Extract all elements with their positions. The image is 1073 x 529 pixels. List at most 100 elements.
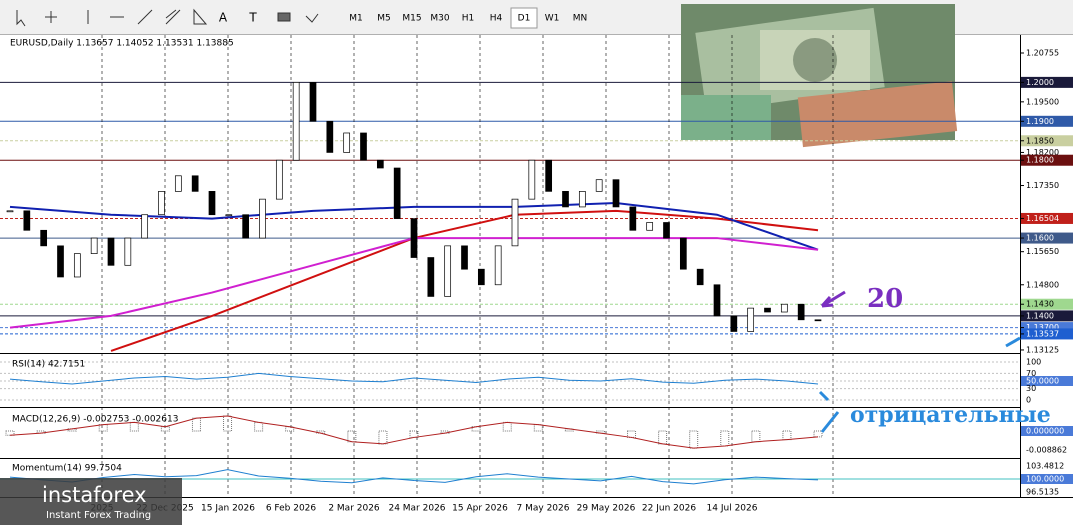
candle	[124, 237, 132, 266]
date-label: 22 Jun 2026	[642, 504, 696, 514]
price-label: 1.20755	[1026, 49, 1059, 58]
logo-tagline: Instant Forex Trading	[46, 510, 151, 521]
candle	[410, 218, 418, 258]
candle	[545, 159, 553, 192]
momentum-line	[9, 469, 819, 485]
macd-bar	[533, 424, 543, 432]
price-label-box	[1021, 232, 1073, 244]
macd-tick: 0.000000	[1026, 427, 1064, 436]
price-label-box	[1021, 76, 1073, 88]
price-label-box	[1021, 298, 1073, 310]
candle	[528, 159, 536, 200]
logo-name: instaforex	[42, 483, 147, 507]
rsi-tick: 0	[1026, 396, 1031, 405]
price-label: 1.14800	[1026, 280, 1059, 289]
macd-bar	[689, 430, 699, 449]
price-label: 1.1800	[1026, 156, 1054, 165]
candle	[158, 191, 165, 216]
candle	[646, 222, 654, 231]
arrows-icon[interactable]	[305, 13, 319, 23]
candle	[814, 319, 822, 322]
candle	[40, 229, 48, 247]
logo-bg	[0, 478, 182, 525]
tool-button[interactable]: A	[219, 11, 228, 25]
price-label: 1.1430	[1026, 300, 1054, 309]
candle	[376, 159, 384, 169]
timeframe-button[interactable]: D1	[518, 14, 531, 24]
macd-bar	[98, 424, 108, 432]
tool-button[interactable]: T	[248, 11, 257, 25]
candle	[326, 120, 334, 153]
moving-average	[110, 209, 819, 352]
macd-bar	[254, 421, 264, 432]
candle	[57, 245, 64, 278]
candle	[90, 237, 98, 254]
candle	[174, 175, 182, 192]
macd-bar	[223, 415, 233, 432]
momentum-tick: 103.4812	[1026, 462, 1064, 471]
price-label: 1.17350	[1026, 181, 1059, 190]
date-label: 6 Feb 2026	[266, 504, 317, 514]
candle	[141, 214, 149, 239]
macd-bar	[658, 430, 668, 445]
photo-euro	[681, 95, 771, 140]
price-label: 1.1900	[1026, 117, 1054, 126]
crosshair-icon[interactable]	[45, 11, 57, 23]
timeframe-button[interactable]: MN	[573, 14, 588, 24]
rsi-value-box	[1021, 376, 1073, 386]
timeframe-button[interactable]: M15	[402, 14, 421, 24]
price-label-box	[1021, 115, 1073, 127]
candle	[225, 214, 233, 217]
price-label: 1.18200	[1026, 148, 1059, 157]
candle	[780, 303, 788, 313]
macd-tick: -0.008862	[1026, 446, 1067, 455]
macd-header: MACD(12,26,9) -0.002753 -0.002613	[12, 415, 178, 425]
price-label: 1.1850	[1026, 136, 1054, 145]
timeframe-button[interactable]: H1	[462, 14, 475, 24]
candle	[477, 268, 485, 286]
shapes-icon[interactable]	[277, 12, 291, 22]
candle	[730, 315, 738, 332]
macd-bar	[191, 417, 201, 432]
candle	[747, 307, 755, 332]
price-label-box	[1021, 328, 1073, 340]
candle	[6, 210, 14, 213]
candle	[595, 179, 603, 192]
candle	[612, 179, 620, 208]
arrow	[818, 390, 830, 402]
candle	[629, 206, 637, 231]
date-label: 2 Mar 2026	[328, 504, 380, 514]
date-label: 24 Mar 2026	[388, 504, 445, 514]
date-label: 15 Apr 2026	[452, 504, 508, 514]
arrow	[820, 290, 846, 308]
macd-bar	[160, 426, 170, 432]
candle	[360, 132, 367, 161]
arrow	[1005, 336, 1021, 348]
rsi-tick: 30	[1026, 384, 1036, 393]
candle	[275, 159, 283, 200]
trendline-icon[interactable]	[137, 9, 153, 25]
candle	[309, 82, 317, 122]
candle	[562, 191, 569, 208]
price-label-box	[1021, 212, 1073, 224]
channel-icon[interactable]	[165, 9, 181, 25]
cursor-icon[interactable]	[16, 10, 26, 27]
date-label: 29 May 2026	[577, 504, 636, 514]
timeframe-button[interactable]: M30	[430, 14, 449, 24]
date-label: 14 Jul 2026	[707, 504, 758, 514]
timeframe-button[interactable]: H4	[490, 14, 503, 24]
candle	[444, 245, 452, 297]
candle	[797, 303, 805, 321]
timeframe-button[interactable]: M5	[377, 14, 391, 24]
candle	[578, 191, 586, 208]
annotation-20: 20	[867, 284, 903, 314]
macd-bar	[378, 430, 388, 445]
macd-bar	[347, 430, 357, 443]
timeframe-button[interactable]: M1	[349, 14, 363, 24]
fibo-icon[interactable]	[193, 8, 208, 25]
momentum-tick: 96.5135	[1026, 488, 1059, 497]
macd-bar	[627, 430, 637, 438]
timeframe-button[interactable]: W1	[545, 14, 560, 24]
